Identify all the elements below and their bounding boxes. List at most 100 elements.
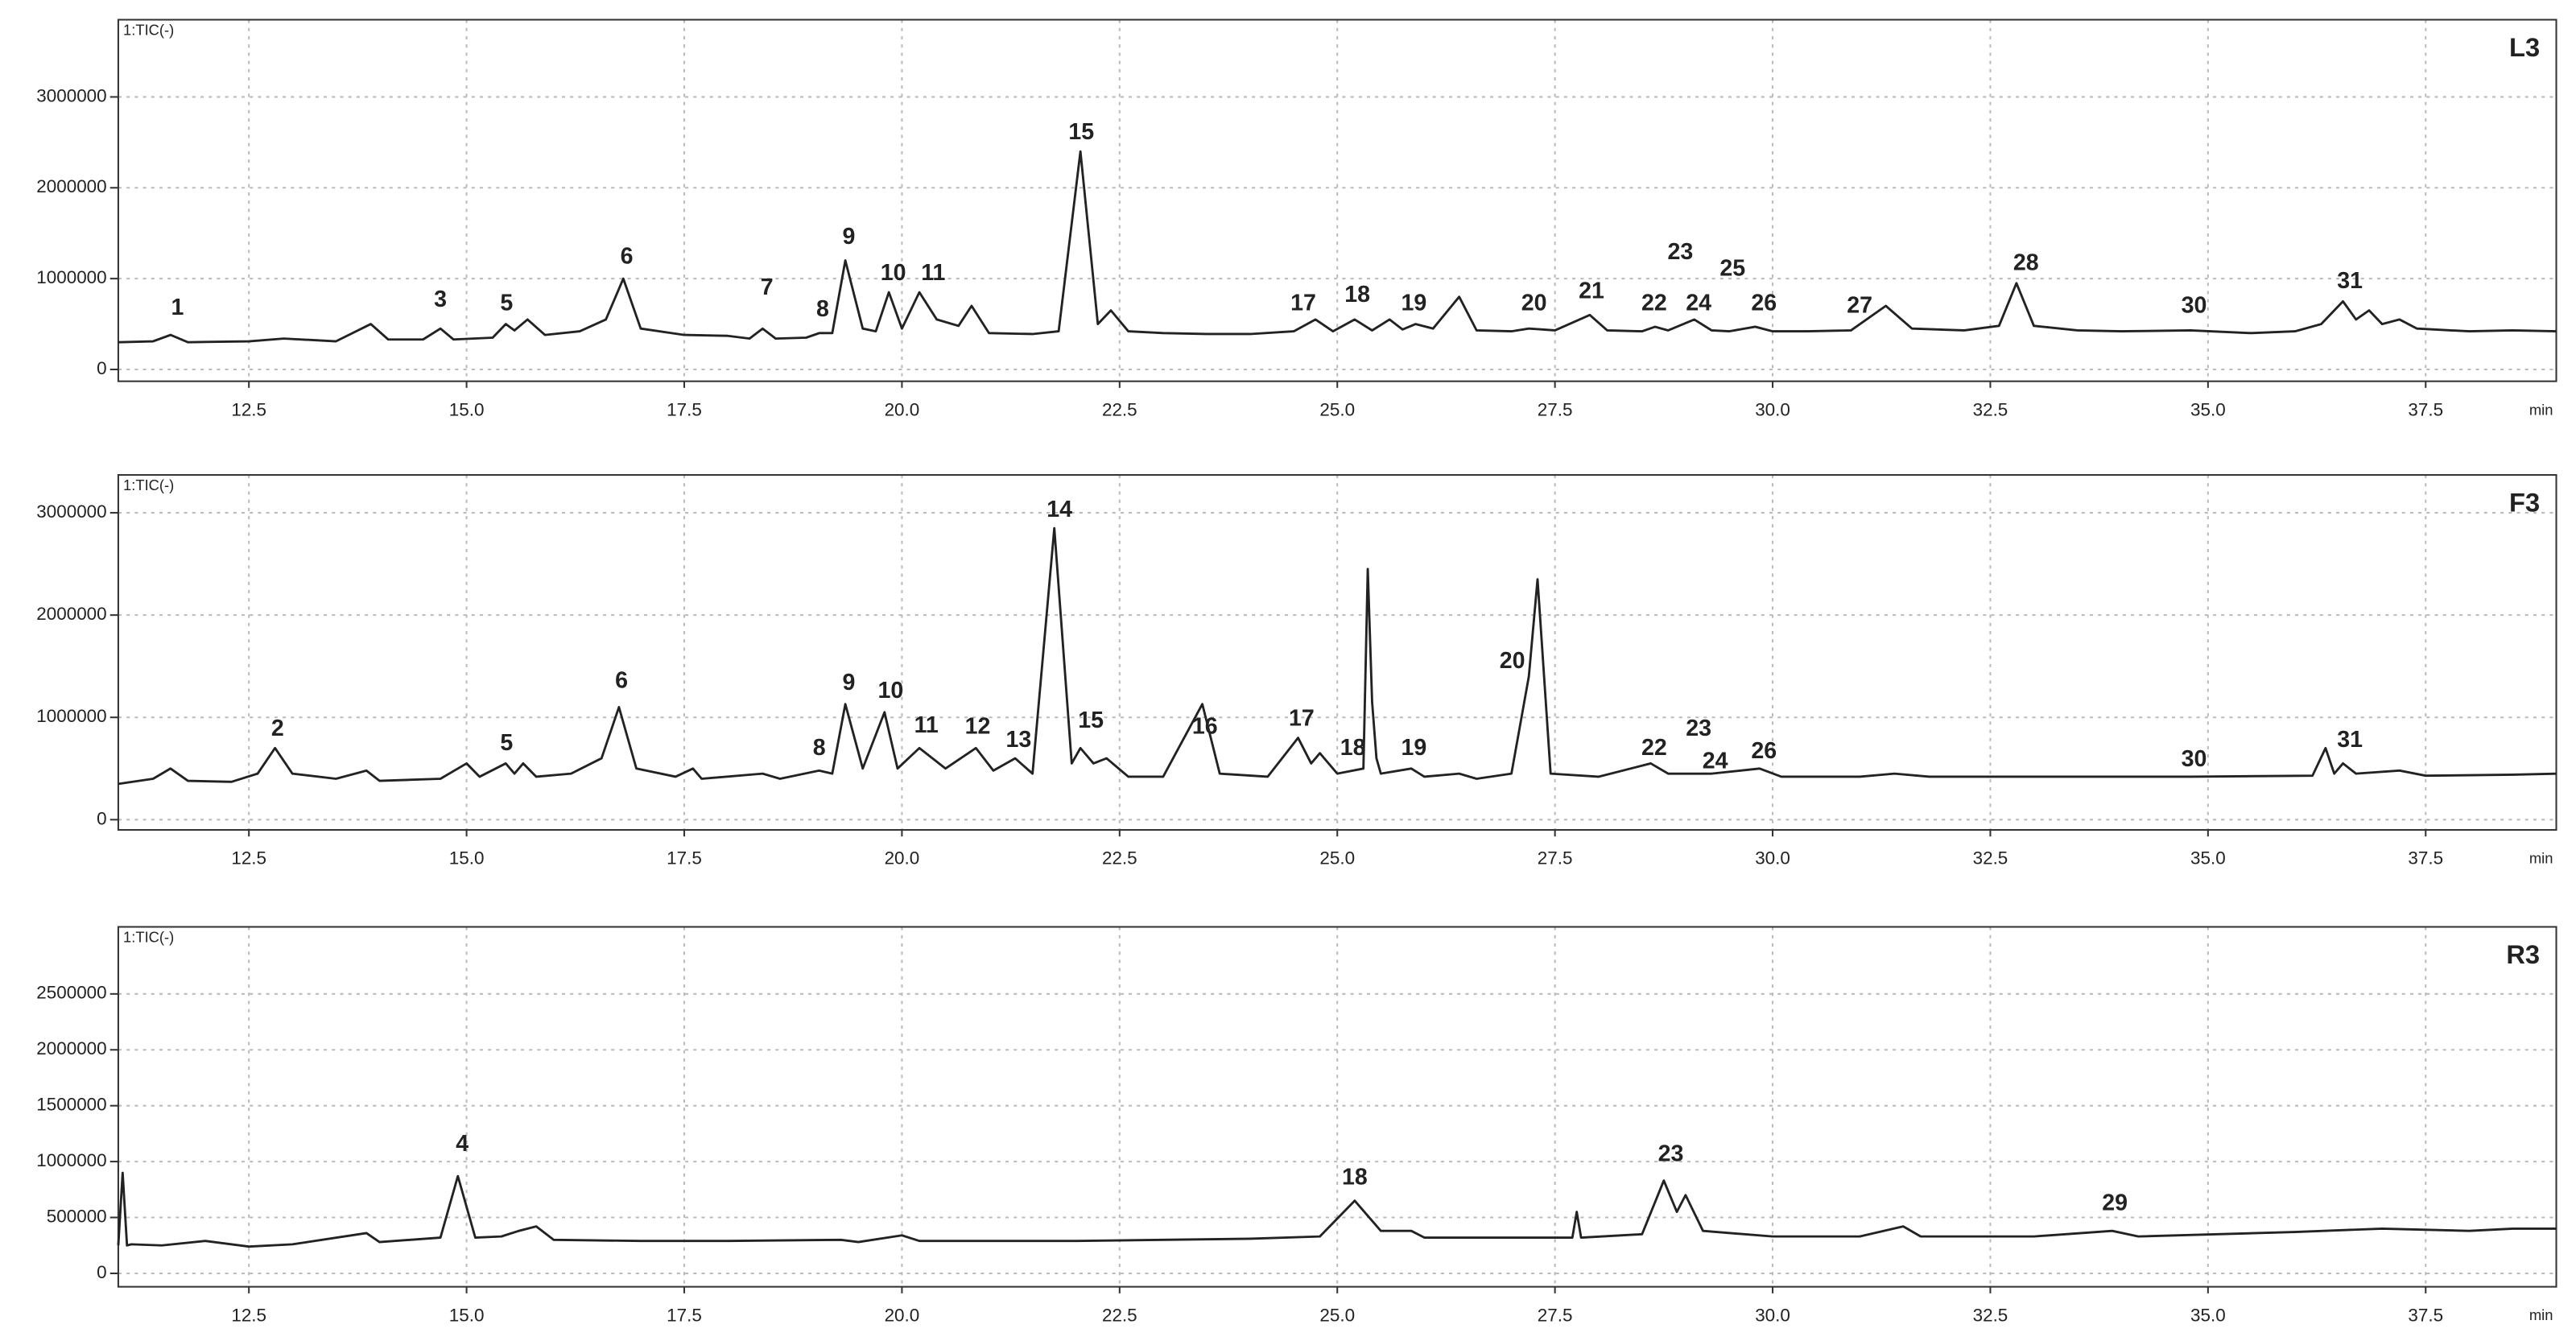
peak-label: 13: [1005, 727, 1031, 753]
x-tick-label: 32.5: [1973, 848, 2008, 869]
peak-label: 5: [500, 290, 513, 316]
peak-label: 8: [816, 296, 829, 322]
x-tick-label: 35.0: [2190, 848, 2226, 869]
x-tick-label: 22.5: [1102, 399, 1137, 419]
peak-label: 26: [1751, 290, 1777, 316]
peak-label: 15: [1068, 119, 1094, 145]
peak-label: 30: [2182, 746, 2207, 772]
x-tick-label: 20.0: [885, 848, 920, 869]
x-tick-label: 32.5: [1973, 1305, 2008, 1325]
peak-label: 27: [1847, 293, 1872, 319]
peak-label: 18: [1344, 282, 1370, 307]
y-tick-label: 2500000: [36, 983, 106, 1003]
peak-label: 21: [1579, 279, 1604, 304]
y-tick-label: 1000000: [36, 1150, 106, 1170]
peak-label: 31: [2337, 727, 2363, 753]
peak-label: 8: [813, 735, 826, 761]
x-tick-label: 20.0: [885, 399, 920, 419]
peak-label: 17: [1290, 290, 1316, 316]
x-tick-label: 35.0: [2190, 399, 2226, 419]
peak-label: 15: [1078, 708, 1104, 733]
x-tick-label: 12.5: [231, 1305, 266, 1325]
x-unit-label: min: [2529, 1306, 2553, 1323]
x-tick-label: 22.5: [1102, 1305, 1137, 1325]
peak-label: 28: [2013, 250, 2039, 276]
peak-label: 24: [1703, 749, 1728, 774]
y-tick-label: 3000000: [36, 85, 106, 105]
x-tick-label: 27.5: [1538, 399, 1573, 419]
x-unit-label: min: [2529, 401, 2553, 418]
y-tick-label: 1000000: [36, 267, 106, 287]
peak-label: 17: [1289, 705, 1315, 731]
trace: [118, 150, 2557, 344]
panel-title: F3: [2509, 487, 2540, 517]
x-tick-label: 37.5: [2408, 399, 2443, 419]
y-tick-label: 0: [97, 1262, 106, 1282]
peak-label: 22: [1641, 290, 1667, 316]
x-tick-label: 22.5: [1102, 848, 1137, 869]
x-tick-label: 30.0: [1755, 399, 1790, 419]
peak-label: 2: [271, 716, 284, 741]
panel-title: R3: [2506, 939, 2540, 969]
peak-label: 19: [1402, 290, 1427, 316]
x-tick-label: 35.0: [2190, 1305, 2226, 1325]
y-tick-label: 1500000: [36, 1095, 106, 1115]
x-tick-label: 25.0: [1319, 848, 1355, 869]
trace: [117, 1171, 2557, 1248]
x-tick-label: 30.0: [1755, 848, 1790, 869]
peak-label: 14: [1046, 497, 1072, 522]
x-tick-label: 20.0: [885, 1305, 920, 1325]
x-tick-label: 27.5: [1538, 1305, 1573, 1325]
x-tick-label: 17.5: [667, 848, 702, 869]
peak-label: 5: [500, 730, 513, 756]
peak-label: 31: [2337, 268, 2363, 294]
peak-label: 7: [761, 274, 774, 300]
plot-frame: [117, 926, 2557, 1288]
peak-label: 26: [1751, 738, 1777, 764]
y-tick-label: 1000000: [36, 706, 106, 726]
peak-label: 20: [1500, 648, 1525, 674]
plot-frame: [117, 19, 2557, 382]
y-tick-label: 0: [97, 358, 106, 378]
peak-label: 22: [1641, 735, 1667, 761]
x-tick-label: 30.0: [1755, 1305, 1790, 1325]
peak-label: 16: [1192, 713, 1218, 739]
plot-frame: [117, 474, 2557, 831]
x-unit-label: min: [2529, 850, 2553, 867]
x-tick-label: 27.5: [1538, 848, 1573, 869]
x-tick-label: 15.0: [449, 848, 485, 869]
peak-label: 25: [1719, 255, 1745, 281]
panel-title: L3: [2509, 32, 2540, 62]
signal-label: 1:TIC(-): [123, 22, 174, 39]
peak-label: 1: [171, 295, 184, 320]
signal-label: 1:TIC(-): [123, 477, 174, 493]
peak-label: 6: [621, 244, 634, 270]
peak-label: 24: [1686, 290, 1711, 316]
x-tick-label: 37.5: [2408, 848, 2443, 869]
peak-label: 23: [1686, 716, 1711, 741]
x-tick-label: 12.5: [231, 848, 266, 869]
peak-label: 9: [842, 670, 855, 695]
peak-label: 12: [965, 713, 991, 739]
peak-label: 30: [2182, 293, 2207, 319]
x-tick-label: 37.5: [2408, 1305, 2443, 1325]
peak-label: 11: [914, 712, 939, 738]
y-tick-label: 500000: [47, 1206, 107, 1226]
peak-label: 20: [1521, 290, 1547, 316]
x-tick-label: 32.5: [1973, 399, 2008, 419]
peak-label: 3: [434, 287, 447, 312]
x-tick-label: 12.5: [231, 399, 266, 419]
y-tick-label: 2000000: [36, 604, 106, 624]
x-tick-label: 17.5: [667, 1305, 702, 1325]
peak-label: 18: [1342, 1164, 1368, 1190]
peak-label: 10: [877, 678, 903, 704]
peak-label: 9: [842, 224, 855, 250]
peak-label: 23: [1668, 239, 1694, 265]
x-tick-label: 15.0: [449, 399, 485, 419]
peak-label: 29: [2102, 1190, 2128, 1215]
peak-label: 10: [881, 260, 906, 286]
x-tick-label: 25.0: [1319, 399, 1355, 419]
y-tick-label: 2000000: [36, 176, 106, 196]
x-tick-label: 25.0: [1319, 1305, 1355, 1325]
